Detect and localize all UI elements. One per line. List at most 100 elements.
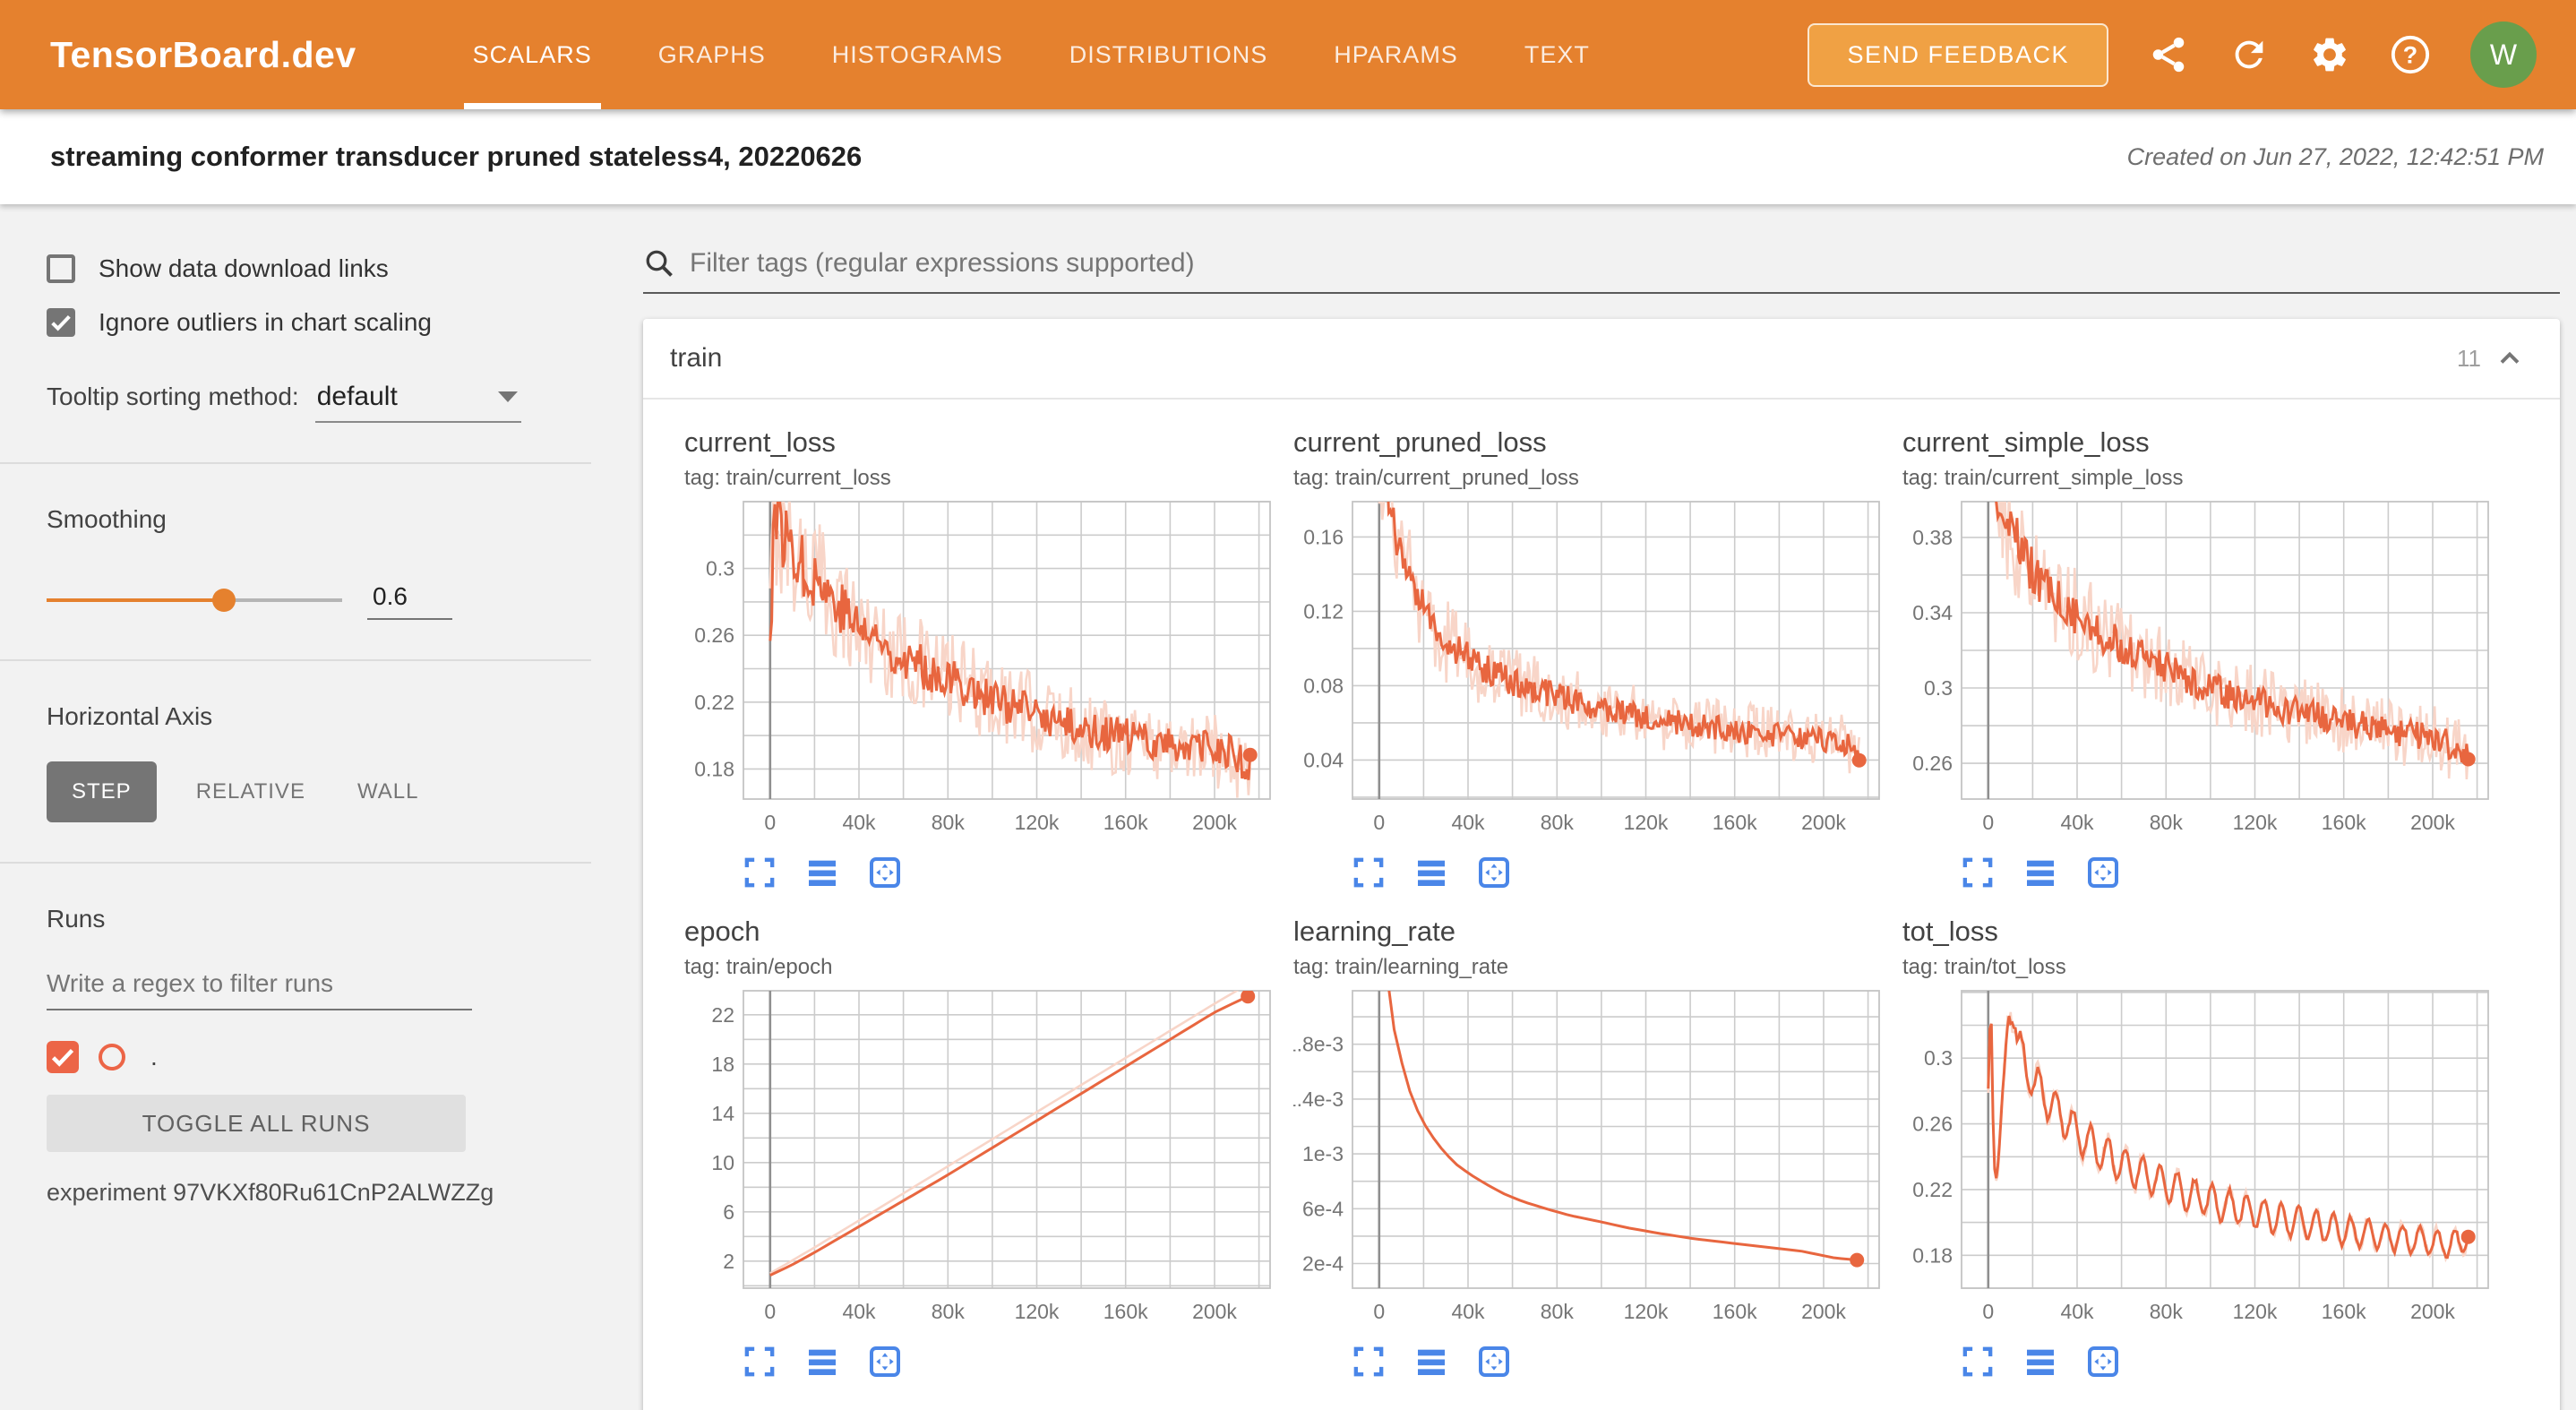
svg-text:160k: 160k [1103,1300,1148,1323]
svg-text:200k: 200k [2410,1300,2455,1323]
chart-plot[interactable]: 0 40k 80k 120k 160k 200k 0.18 0.22 0.26 0.3 [1902,987,2494,1338]
expand-chart-icon[interactable] [1960,855,1996,890]
fit-domain-icon[interactable] [2085,855,2121,890]
svg-text:200k: 200k [1192,811,1237,834]
chart-title: tot_loss [1902,916,1998,947]
chart-toolbar [742,855,1275,890]
expand-chart-icon[interactable] [1960,1344,1996,1380]
toggle-all-runs-button[interactable]: TOGGLE ALL RUNS [47,1095,466,1152]
app-logo: TensorBoard.dev [50,33,356,75]
checkbox-show-download-links[interactable]: Show data download links [47,254,545,283]
scalar-chart-card: current_pruned_loss tag: train/current_p… [1293,426,1885,890]
chart-title: learning_rate [1293,916,1455,947]
chart-plot[interactable]: 0 40k 80k 120k 160k 200k 0.18 0.22 0.26 0.3 [684,498,1275,849]
chart-plot[interactable]: 0 40k 80k 120k 160k 200k 2 6 10 14 18 22 [684,987,1275,1338]
axis-wall-button[interactable]: WALL [345,761,431,822]
log-scale-icon[interactable] [804,1344,840,1380]
svg-text:40k: 40k [2060,1300,2094,1323]
train-section-header[interactable]: train 11 [643,319,2560,400]
fit-domain-icon[interactable] [867,1344,903,1380]
svg-text:2e-4: 2e-4 [1302,1252,1344,1276]
svg-text:2: 2 [723,1250,734,1273]
svg-text:0.18: 0.18 [1912,1243,1953,1267]
chart-tag: tag: train/learning_rate [1293,955,1509,979]
expand-chart-icon[interactable] [742,855,777,890]
tab-hparams[interactable]: HPARAMS [1334,40,1458,68]
svg-text:160k: 160k [2322,811,2366,834]
chart-tag: tag: train/tot_loss [1902,955,2066,979]
svg-text:18: 18 [711,1053,734,1076]
fit-domain-icon[interactable] [2085,1344,2121,1380]
chart-plot[interactable]: 0 40k 80k 120k 160k 200k 0.26 0.3 0.34 0.38 [1902,498,2494,849]
chart-toolbar [1960,855,2494,890]
log-scale-icon[interactable] [2022,855,2058,890]
svg-text:0: 0 [764,1300,776,1323]
svg-text:40k: 40k [842,811,876,834]
fit-domain-icon[interactable] [867,855,903,890]
log-scale-icon[interactable] [804,855,840,890]
tooltip-sorting-label: Tooltip sorting method: [47,383,299,410]
checkbox-ignore-outliers[interactable]: Ignore outliers in chart scaling [47,308,545,337]
chart-tag: tag: train/current_loss [684,466,891,490]
axis-relative-button[interactable]: RELATIVE [184,761,318,822]
tab-scalars[interactable]: SCALARS [463,0,601,109]
sidebar-divider [0,462,591,464]
tag-filter-input[interactable] [690,248,2560,279]
svg-text:160k: 160k [1713,811,1757,834]
svg-text:160k: 160k [1103,811,1148,834]
svg-text:0.04: 0.04 [1303,748,1344,771]
svg-text:0.3: 0.3 [706,557,734,580]
run-checkbox-checked-icon[interactable] [47,1041,79,1073]
help-icon[interactable]: ? [2390,34,2431,75]
send-feedback-button[interactable]: SEND FEEDBACK [1807,22,2108,87]
log-scale-icon[interactable] [1413,1344,1449,1380]
svg-text:160k: 160k [2322,1300,2366,1323]
slider-fill [47,598,224,602]
refresh-icon[interactable] [2228,34,2270,75]
svg-text:40k: 40k [2060,811,2094,834]
axis-step-button[interactable]: STEP [47,761,157,822]
chart-plot[interactable]: 0 40k 80k 120k 160k 200k 0.04 0.08 0.12 0.16 [1293,498,1885,849]
run-list-item[interactable]: . [47,1041,545,1073]
tab-distributions[interactable]: DISTRIBUTIONS [1069,40,1268,68]
svg-text:0: 0 [1373,811,1385,834]
tab-histograms[interactable]: HISTOGRAMS [831,40,1003,68]
svg-text:0.38: 0.38 [1912,526,1953,549]
settings-icon[interactable] [2309,34,2350,75]
svg-text:40k: 40k [842,1300,876,1323]
svg-text:1e-3: 1e-3 [1302,1142,1344,1165]
runs-filter-input[interactable] [47,966,472,1010]
tooltip-sorting-select[interactable]: default [314,382,521,423]
svg-text:6: 6 [723,1200,734,1224]
avatar[interactable]: W [2470,21,2537,88]
log-scale-icon[interactable] [2022,1344,2058,1380]
chart-plot[interactable]: 0 40k 80k 120k 160k 200k 2e-4 6e-4 1e-3 1.4e-3 1.8… [1293,987,1885,1338]
fit-domain-icon[interactable] [1476,1344,1512,1380]
expand-chart-icon[interactable] [1351,855,1387,890]
main-content: train 11 current_loss tag: train/current… [591,204,2576,1410]
smoothing-value-input[interactable] [367,580,452,620]
svg-text:120k: 120k [1624,1300,1669,1323]
expand-chart-icon[interactable] [742,1344,777,1380]
sidebar-divider [0,659,591,661]
charts-grid: current_loss tag: train/current_loss 0 40… [643,400,2560,1410]
fit-domain-icon[interactable] [1476,855,1512,890]
slider-thumb[interactable] [212,589,236,612]
expand-chart-icon[interactable] [1351,1344,1387,1380]
train-section-card: train 11 current_loss tag: train/current… [643,319,2560,1410]
smoothing-slider[interactable] [47,589,342,612]
chevron-down-icon [497,391,518,402]
svg-text:160k: 160k [1713,1300,1757,1323]
svg-text:0.18: 0.18 [694,757,734,780]
tab-graphs[interactable]: GRAPHS [657,40,766,68]
svg-text:1.8e-3: 1.8e-3 [1293,1033,1344,1056]
svg-text:14: 14 [711,1102,734,1125]
svg-text:0.26: 0.26 [694,623,734,647]
svg-text:120k: 120k [2233,1300,2278,1323]
chevron-up-icon[interactable] [2494,342,2526,374]
log-scale-icon[interactable] [1413,855,1449,890]
chart-toolbar [1351,1344,1885,1380]
share-icon[interactable] [2148,34,2189,75]
tab-text[interactable]: TEXT [1524,40,1590,68]
svg-text:1.4e-3: 1.4e-3 [1293,1088,1344,1111]
